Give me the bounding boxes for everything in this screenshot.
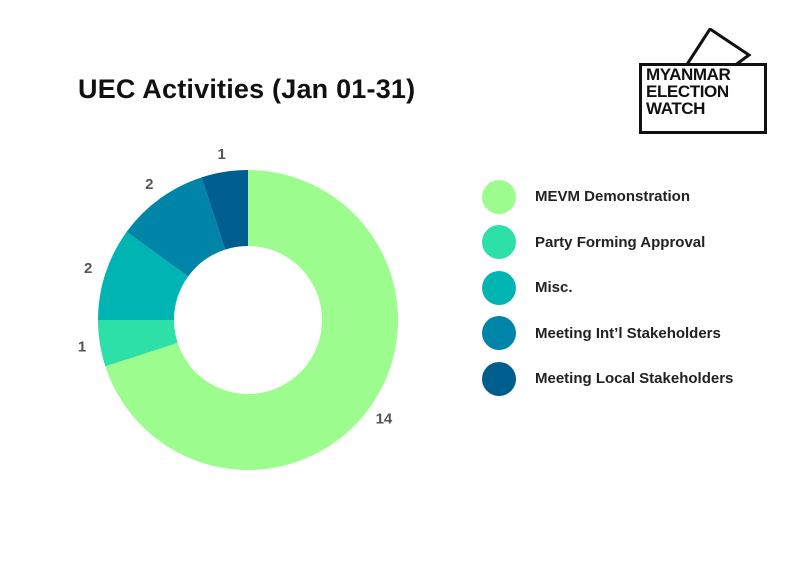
legend-label: Party Forming Approval: [535, 233, 706, 251]
logo-line: WATCH: [646, 99, 706, 118]
myanmar-election-watch-logo: MYANMAR ELECTION WATCH: [638, 28, 767, 134]
legend-label: Meeting Local Stakeholders: [535, 370, 734, 388]
legend-swatch: [482, 316, 516, 351]
legend-label: MEVM Demonstration: [535, 188, 691, 206]
donut-slice: [126, 177, 226, 277]
ballot-box-slot-icon: [683, 28, 752, 68]
legend-label: Misc.: [535, 279, 573, 297]
slice-value-label: 1: [218, 146, 226, 163]
legend: MEVM Demonstration Party Forming Approva…: [482, 174, 733, 402]
legend-item-mevm: MEVM Demonstration: [482, 174, 733, 220]
legend-swatch: [482, 179, 516, 214]
slice-value-label: 2: [84, 260, 92, 277]
donut-slice: [98, 231, 189, 320]
legend-item-local-stakeholders: Meeting Local Stakeholders: [482, 356, 733, 402]
slice-value-label: 1: [78, 338, 86, 355]
donut-slice: [98, 320, 178, 367]
logo-line: ELECTION: [646, 82, 729, 101]
legend-item-misc: Misc.: [482, 265, 733, 311]
logo-line: MYANMAR: [646, 65, 731, 84]
chart-title: UEC Activities (Jan 01-31): [78, 74, 416, 104]
donut-slice: [201, 170, 248, 250]
logo-text: MYANMAR ELECTION WATCH: [646, 65, 731, 118]
donut-slice: [105, 170, 398, 470]
legend-swatch: [482, 270, 516, 305]
logo-box: [639, 63, 767, 134]
legend-swatch: [482, 225, 516, 260]
legend-swatch: [482, 361, 516, 396]
legend-item-party-forming: Party Forming Approval: [482, 220, 733, 266]
legend-label: Meeting Int’l Stakeholders: [535, 324, 721, 342]
slice-value-label: 2: [145, 176, 153, 193]
legend-item-intl-stakeholders: Meeting Int’l Stakeholders: [482, 311, 733, 357]
slice-value-label: 14: [376, 411, 393, 428]
